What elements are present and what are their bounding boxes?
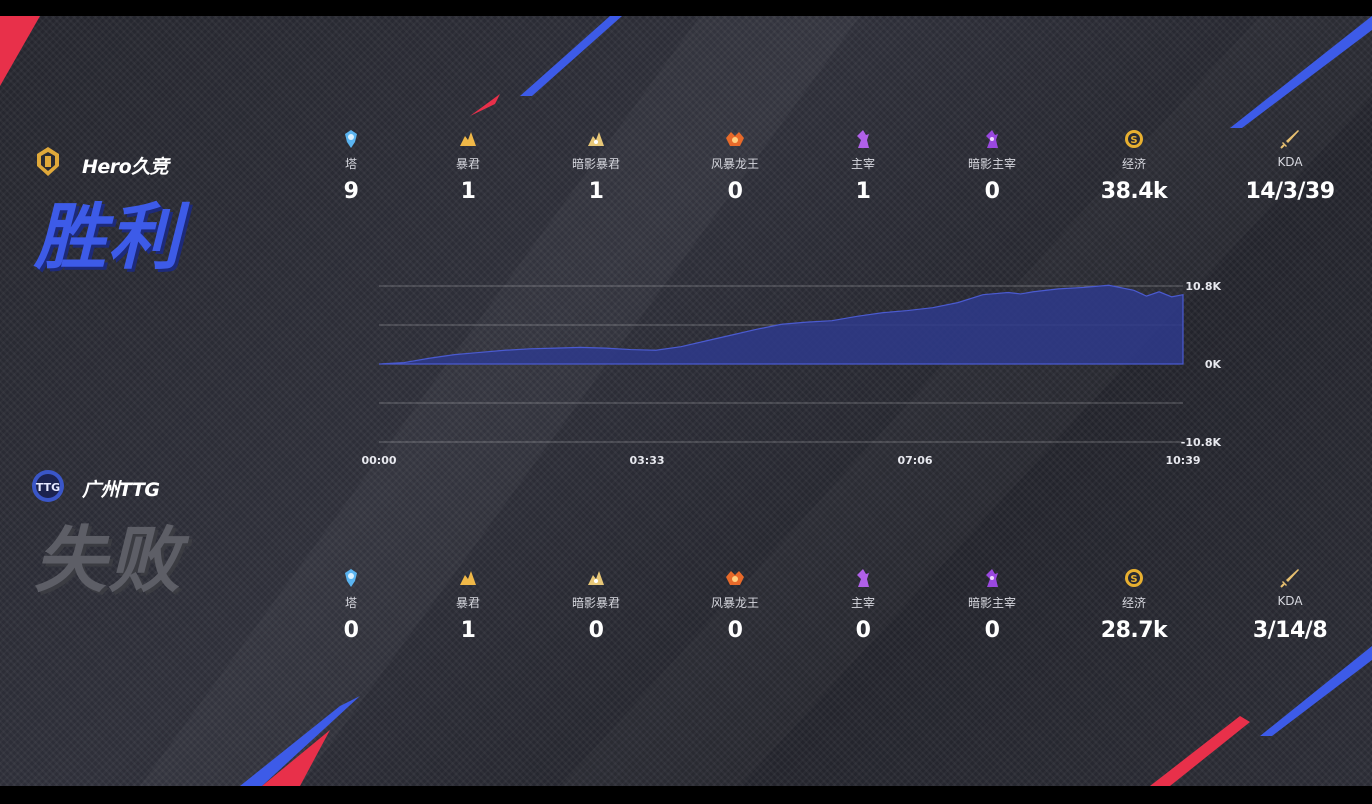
chart-area — [378, 284, 1184, 365]
sword-icon — [1280, 569, 1299, 588]
top-stat-gold: S 经济 38.4k — [1079, 128, 1189, 204]
result-screen: Hero久竞 胜利 塔 9 暴君 1 暗影暴君 1 风暴龙王 0 主宰 1 — [0, 16, 1372, 786]
stat-label: 经济 — [1121, 596, 1146, 610]
stat-value: 38.4k — [1100, 179, 1168, 204]
stat-label: 暴君 — [455, 596, 480, 610]
bottom-team-logo: TTG — [30, 468, 66, 504]
stat-value: 0 — [727, 618, 743, 643]
top-stat-shadow-tyrant: 暗影暴君 1 — [541, 128, 651, 204]
top-stat-tyrant: 暴君 1 — [413, 128, 523, 204]
bottom-stat-tower: 塔 0 — [296, 567, 406, 643]
bottom-stat-gold: S 经济 28.7k — [1079, 567, 1189, 643]
y-tick-label: 0K — [1205, 358, 1222, 371]
chart-x-ticks: 00:00 03:33 07:06 10:39 — [361, 454, 1200, 467]
bottom-team-result: 失败 — [34, 518, 183, 602]
background-decoration — [0, 16, 1372, 786]
stat-label: 暗影主宰 — [967, 596, 1016, 610]
stat-value: 0 — [343, 618, 359, 643]
tower-icon — [345, 130, 357, 148]
y-tick-label: -10.8K — [1181, 436, 1222, 449]
x-tick-label: 00:00 — [361, 454, 396, 467]
stat-value: 0 — [588, 618, 604, 643]
gold-difference-chart: 10.8K 0K -10.8K 00:00 03:33 07:06 10:39 — [361, 280, 1222, 467]
top-team-result: 胜利 — [34, 195, 183, 279]
stat-label: 暴君 — [455, 157, 480, 171]
stat-value: 1 — [460, 618, 476, 643]
stat-value: 3/14/8 — [1252, 618, 1328, 643]
bottom-stat-storm-dragon: 风暴龙王 0 — [680, 567, 790, 643]
shadow-tyrant-icon — [588, 571, 604, 585]
stat-label: 塔 — [344, 157, 357, 171]
shadow-overlord-icon — [986, 130, 998, 148]
top-stat-kda: KDA 14/3/39 — [1235, 128, 1345, 204]
stat-label: 塔 — [344, 596, 357, 610]
bottom-stat-overlord: 主宰 0 — [808, 567, 918, 643]
stat-label: 经济 — [1121, 157, 1146, 171]
stat-label: 风暴龙王 — [710, 596, 759, 610]
bottom-stat-shadow-tyrant: 暗影暴君 0 — [541, 567, 651, 643]
shadow-tyrant-icon — [588, 132, 604, 146]
top-stat-overlord: 主宰 1 — [808, 128, 918, 204]
overlord-icon — [857, 130, 869, 148]
svg-text:TTG: TTG — [36, 481, 60, 494]
top-stat-shadow-overlord: 暗影主宰 0 — [937, 128, 1047, 204]
stat-value: 1 — [460, 179, 476, 204]
top-team-logo — [30, 144, 66, 180]
stat-label: KDA — [1277, 594, 1303, 608]
stat-value: 14/3/39 — [1245, 179, 1335, 204]
top-stat-tower: 塔 9 — [296, 128, 406, 204]
gold-icon: S — [1125, 130, 1143, 148]
stat-label: 暗影暴君 — [571, 157, 620, 171]
stat-value: 1 — [855, 179, 871, 204]
stat-value: 9 — [343, 179, 359, 204]
top-team-name: Hero久竞 — [82, 156, 169, 178]
stat-value: 0 — [727, 179, 743, 204]
bottom-stat-shadow-overlord: 暗影主宰 0 — [937, 567, 1047, 643]
svg-text:S: S — [1130, 135, 1137, 146]
bottom-stat-kda: KDA 3/14/8 — [1235, 567, 1345, 643]
tyrant-icon — [460, 571, 476, 585]
stat-value: 0 — [855, 618, 871, 643]
stat-value: 0 — [984, 179, 1000, 204]
stat-value: 1 — [588, 179, 604, 204]
stat-label: 暗影主宰 — [967, 157, 1016, 171]
stat-label: 主宰 — [850, 596, 875, 610]
svg-text:S: S — [1130, 574, 1137, 585]
gold-icon: S — [1125, 569, 1143, 587]
stat-label: KDA — [1277, 155, 1303, 169]
bottom-team-name: 广州TTG — [82, 479, 160, 501]
stat-label: 暗影暴君 — [571, 596, 620, 610]
stat-label: 主宰 — [850, 157, 875, 171]
sword-icon — [1280, 130, 1299, 149]
storm-dragon-icon — [726, 132, 744, 146]
tower-icon — [345, 569, 357, 587]
storm-dragon-icon — [726, 571, 744, 585]
stat-label: 风暴龙王 — [710, 157, 759, 171]
overlord-icon — [857, 569, 869, 587]
x-tick-label: 03:33 — [629, 454, 664, 467]
top-stat-storm-dragon: 风暴龙王 0 — [680, 128, 790, 204]
stat-value: 28.7k — [1100, 618, 1168, 643]
chart-y-ticks: 10.8K 0K -10.8K — [1181, 280, 1222, 449]
bottom-stat-tyrant: 暴君 1 — [413, 567, 523, 643]
x-tick-label: 07:06 — [897, 454, 932, 467]
gold-difference-area — [378, 284, 1184, 365]
stat-value: 0 — [984, 618, 1000, 643]
x-tick-label: 10:39 — [1165, 454, 1200, 467]
y-tick-label: 10.8K — [1185, 280, 1221, 293]
shadow-overlord-icon — [986, 569, 998, 587]
tyrant-icon — [460, 132, 476, 146]
